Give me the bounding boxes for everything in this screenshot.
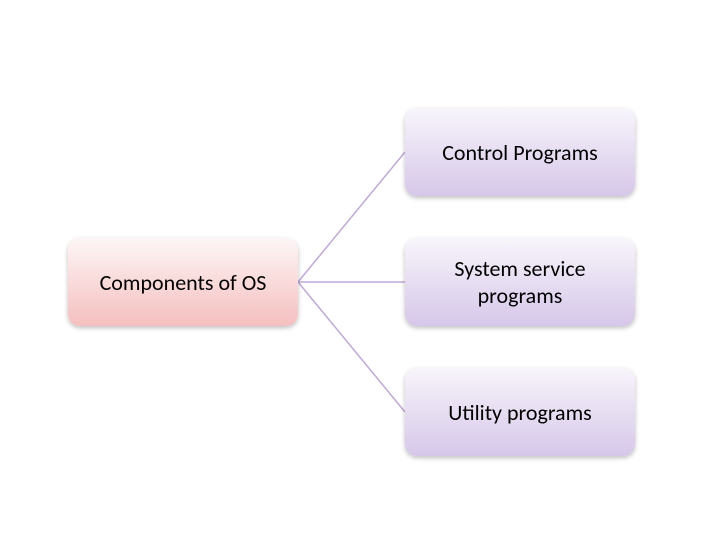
child-node-3-label: Utility programs [448,399,592,426]
connector-1 [298,152,405,282]
child-node-2-label: System service programs [454,255,585,309]
child-node-3: Utility programs [405,368,635,456]
root-node: Components of OS [68,238,298,326]
child-node-1: Control Programs [405,108,635,196]
child-node-1-label: Control Programs [442,139,598,166]
root-node-label: Components of OS [100,269,267,296]
child-node-2: System service programs [405,238,635,326]
connector-3 [298,282,405,412]
